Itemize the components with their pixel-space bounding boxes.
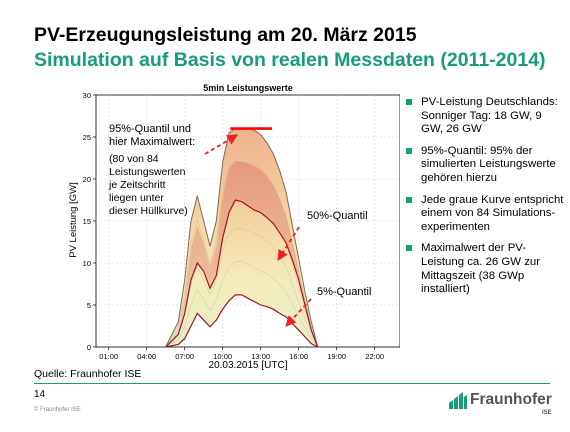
bullet-item: 95%-Quantil: 95% der simulierten Leistun… bbox=[405, 145, 565, 186]
bullet-item: Jede graue Kurve entspricht einem von 84… bbox=[405, 194, 565, 235]
y-tick-label: 30 bbox=[83, 91, 91, 100]
bullet-square-icon bbox=[406, 245, 412, 252]
slide-subtitle: Simulation auf Basis von realen Messdate… bbox=[34, 49, 546, 71]
bullet-item: PV-Leistung Deutschlands: Sonniger Tag: … bbox=[405, 96, 565, 137]
annotation-95-line2: hier Maximalwert: bbox=[109, 136, 195, 148]
y-tick-label: 25 bbox=[83, 133, 91, 142]
chart-title: 5min Leistungswerte bbox=[203, 83, 293, 93]
page-number: 14 bbox=[34, 389, 46, 400]
x-tick-label: 07:00 bbox=[175, 352, 194, 361]
annotation-95-arrow bbox=[204, 134, 238, 155]
annotation-envelope-line1: (80 von 84 bbox=[109, 153, 159, 165]
bullet-square-icon bbox=[406, 196, 412, 203]
x-tick-label: 01:00 bbox=[99, 352, 118, 361]
annotation-95-line1: 95%-Quantil und bbox=[109, 123, 191, 135]
y-tick-label: 10 bbox=[83, 259, 91, 268]
bullet-list: PV-Leistung Deutschlands: Sonniger Tag: … bbox=[405, 96, 565, 305]
x-axis-label: 20.03.2015 [UTC] bbox=[209, 360, 288, 370]
series-50-line bbox=[165, 199, 319, 348]
source-note: Quelle: Fraunhofer ISE bbox=[34, 368, 142, 380]
logo-wordmark: Fraunhofer bbox=[470, 391, 552, 408]
annotation-envelope-line4: liegen unter bbox=[109, 192, 164, 204]
x-tick-label: 04:00 bbox=[137, 352, 156, 361]
annotation-5-arrow bbox=[285, 298, 312, 327]
x-tick-label: 16:00 bbox=[289, 352, 308, 361]
y-tick-label: 0 bbox=[87, 343, 91, 352]
y-axis-ticks: 0 5 10 15 20 25 30 bbox=[83, 91, 96, 352]
logo-subtext: ISE bbox=[542, 410, 552, 416]
annotation-envelope: (80 von 84 Leistungswerten je Zeitschrit… bbox=[108, 153, 188, 217]
y-tick-label: 20 bbox=[83, 175, 91, 184]
annotation-95: 95%-Quantil und hier Maximalwert: bbox=[109, 123, 195, 148]
annotation-envelope-line2: Leistungswerten bbox=[109, 166, 186, 178]
x-tick-label: 19:00 bbox=[327, 352, 346, 361]
envelope-area bbox=[165, 128, 318, 347]
y-axis-label: PV Leistung [GW] bbox=[68, 182, 79, 258]
bullet-item: Maximalwert der PV-Leistung ca. 26 GW zu… bbox=[405, 242, 565, 296]
core-area bbox=[165, 160, 318, 347]
copyright-note: © Fraunhofer ISE bbox=[34, 407, 81, 413]
simulation-curve bbox=[165, 228, 318, 348]
fraunhofer-logo: Fraunhofer ISE bbox=[448, 390, 558, 424]
y-tick-label: 5 bbox=[87, 301, 91, 310]
footer-divider bbox=[34, 383, 550, 384]
annotation-5: 5%-Quantil bbox=[317, 286, 371, 298]
x-tick-label: 13:00 bbox=[251, 352, 270, 361]
annotation-envelope-line3: je Zeitschritt bbox=[108, 179, 166, 191]
bullet-square-icon bbox=[406, 99, 412, 105]
simulation-curve bbox=[165, 194, 318, 348]
x-tick-label: 10:00 bbox=[213, 352, 232, 361]
bullet-square-icon bbox=[406, 147, 412, 154]
simulation-curve bbox=[165, 261, 318, 348]
y-tick-label: 15 bbox=[83, 217, 91, 226]
annotation-envelope-line5: dieser Hüllkurve) bbox=[109, 205, 188, 217]
x-axis-ticks: 01:00 04:00 07:00 10:00 13:00 16:00 19:00 22:00 bbox=[99, 347, 384, 361]
fraunhofer-logo-icon bbox=[449, 392, 467, 409]
chart: 5min Leistungswerte 0 5 10 15 20 25 30 01:00 04… bbox=[68, 83, 400, 370]
x-tick-label: 22:00 bbox=[365, 352, 384, 361]
slide-title: PV-Erzeugungsleistung am 20. März 2015 bbox=[34, 24, 417, 46]
annotation-50: 50%-Quantil bbox=[307, 210, 368, 222]
simulation-curve bbox=[165, 161, 318, 348]
